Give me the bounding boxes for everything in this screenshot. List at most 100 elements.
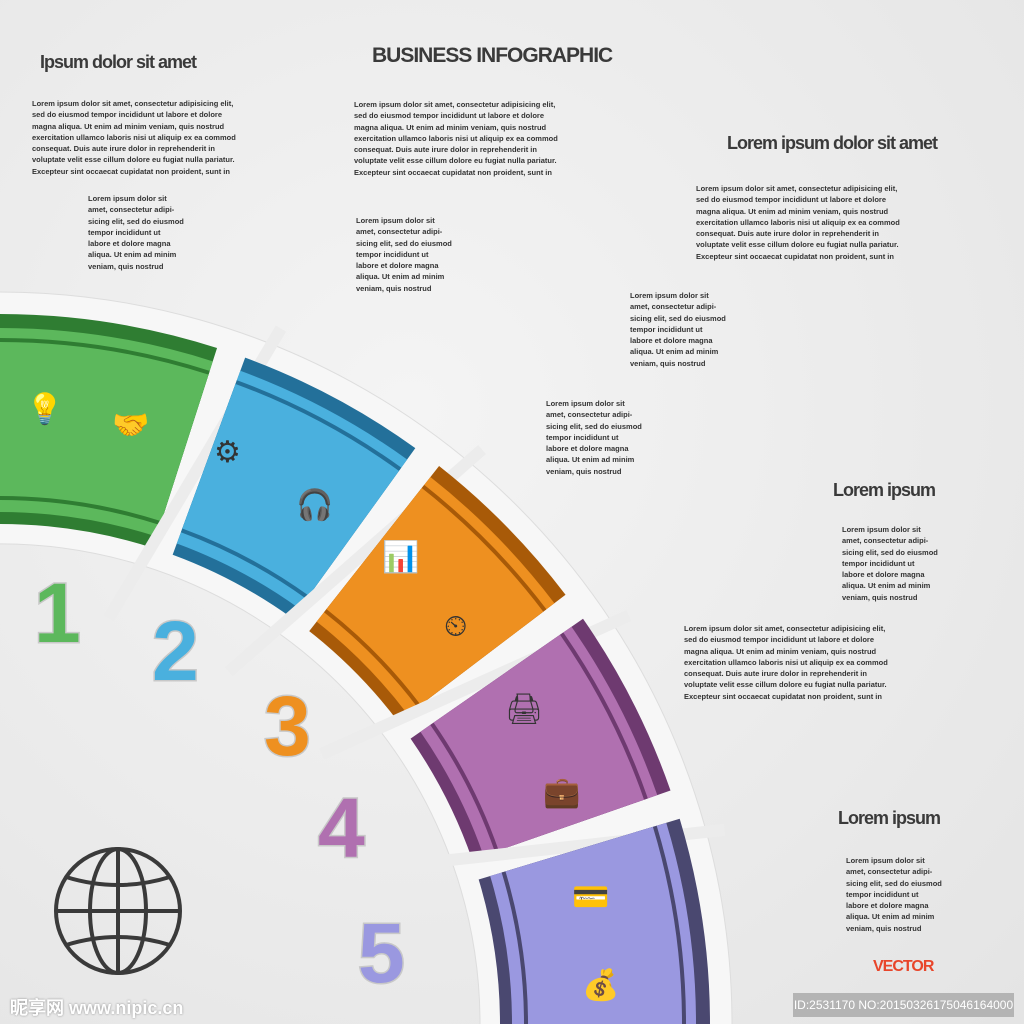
step-number-5: 5 xyxy=(357,905,407,1002)
text-line: veniam, quis nostrud xyxy=(356,283,432,293)
arc-segment-1 xyxy=(0,314,218,548)
text-line: sed do eiusmod tempor incididunt ut labo… xyxy=(32,110,223,120)
text-line: tempor incididunt ut xyxy=(356,249,429,259)
heading-top-left: Ipsum dolor sit amet xyxy=(40,52,197,72)
text-line: Lorem ipsum dolor sit amet, consectetur … xyxy=(684,624,886,633)
text-line: exercitation ullamco laboris nisi ut ali… xyxy=(684,657,888,667)
briefcase-icon: 💼 xyxy=(543,776,581,809)
text-line: sed do eiusmod tempor incididunt ut labo… xyxy=(696,195,887,205)
text-line: Lorem ipsum dolor sit xyxy=(88,194,167,203)
text-line: amet, consectetur adipi- xyxy=(630,302,717,312)
text-line: labore et dolore magna xyxy=(88,239,171,249)
text-block: Lorem ipsum dolor sit amet, consectetur a… xyxy=(630,290,726,369)
text-line: Excepteur sint occaecat cupidatat non pr… xyxy=(696,251,894,261)
text-line: tempor incididunt ut xyxy=(546,432,619,442)
text-line: amet, consectetur adipi- xyxy=(842,536,929,546)
step-number-1: 1 xyxy=(33,565,83,662)
text-line: aliqua. Ut enim ad minim xyxy=(630,347,719,357)
text-line: Excepteur sint occaecat cupidatat non pr… xyxy=(32,166,230,176)
text-line: exercitation ullamco laboris nisi ut ali… xyxy=(696,217,900,227)
heading-mid-right: Lorem ipsum xyxy=(833,480,936,500)
text-line: veniam, quis nostrud xyxy=(546,466,622,476)
vector-label: VECTOR xyxy=(873,958,934,975)
text-line: veniam, quis nostrud xyxy=(842,592,918,602)
text-line: exercitation ullamco laboris nisi ut ali… xyxy=(32,132,236,142)
text-line: aliqua. Ut enim ad minim xyxy=(356,272,445,282)
text-line: sicing elit, sed do eiusmod xyxy=(846,878,942,888)
text-block: Lorem ipsum dolor sit amet, consectetur … xyxy=(684,623,888,702)
text-line: consequat. Duis aute irure dolor in repr… xyxy=(32,144,215,154)
text-line: amet, consectetur adipi- xyxy=(356,227,443,237)
text-block: Lorem ipsum dolor sit amet, consectetur a… xyxy=(842,524,938,603)
text-line: Lorem ipsum dolor sit amet, consectetur … xyxy=(354,100,556,109)
text-line: labore et dolore magna xyxy=(842,570,925,580)
arc-segment-2 xyxy=(172,357,416,619)
text-line: amet, consectetur adipi- xyxy=(88,205,175,215)
text-line: voluptate velit esse cillum dolore eu fu… xyxy=(696,240,899,250)
heading-bottom-right: Lorem ipsum xyxy=(838,808,941,828)
text-line: magna aliqua. Ut enim ad minim veniam, q… xyxy=(354,122,547,132)
text-line: veniam, quis nostrud xyxy=(88,261,164,271)
step-number-2: 2 xyxy=(151,603,201,700)
headset-icon: 🎧 xyxy=(296,489,334,522)
text-line: sicing elit, sed do eiusmod xyxy=(88,216,184,226)
text-line: tempor incididunt ut xyxy=(846,889,919,899)
text-block: Lorem ipsum dolor sit amet, consectetur … xyxy=(32,98,236,177)
step-number-3: 3 xyxy=(263,678,313,775)
text-line: magna aliqua. Ut enim ad minim veniam, q… xyxy=(32,121,225,131)
text-line: consequat. Duis aute irure dolor in repr… xyxy=(684,669,867,679)
step-number-4: 4 xyxy=(317,780,367,877)
clock-icon: ⏲ xyxy=(444,610,468,643)
handshake-icon: 🤝 xyxy=(112,409,150,442)
text-block: Lorem ipsum dolor sit amet, consectetur a… xyxy=(356,215,452,294)
text-line: Lorem ipsum dolor sit xyxy=(842,525,921,534)
text-line: veniam, quis nostrud xyxy=(846,923,922,933)
bar-chart-icon: 📊 xyxy=(382,541,420,574)
text-line: tempor incididunt ut xyxy=(88,227,161,237)
text-line: magna aliqua. Ut enim ad minim veniam, q… xyxy=(684,646,877,656)
lightbulb-icon: 💡 xyxy=(26,393,64,426)
text-line: sicing elit, sed do eiusmod xyxy=(356,238,452,248)
text-line: aliqua. Ut enim ad minim xyxy=(846,912,935,922)
text-line: sicing elit, sed do eiusmod xyxy=(630,313,726,323)
text-line: amet, consectetur adipi- xyxy=(546,410,633,420)
text-line: veniam, quis nostrud xyxy=(630,358,706,368)
text-line: amet, consectetur adipi- xyxy=(846,867,933,877)
text-block: Lorem ipsum dolor sit amet, consectetur … xyxy=(696,183,900,262)
text-line: Lorem ipsum dolor sit xyxy=(630,291,709,300)
arc-segment-3 xyxy=(309,466,566,722)
text-line: exercitation ullamco laboris nisi ut ali… xyxy=(354,133,558,143)
text-line: aliqua. Ut enim ad minim xyxy=(546,455,635,465)
globe-icon xyxy=(54,847,182,975)
text-line: sicing elit, sed do eiusmod xyxy=(546,421,642,431)
gears-icon: ⚙ xyxy=(214,436,241,469)
money-bag-icon: 💰 xyxy=(582,969,620,1002)
text-line: consequat. Duis aute irure dolor in repr… xyxy=(354,145,537,155)
text-line: Lorem ipsum dolor sit amet, consectetur … xyxy=(32,99,234,108)
printer-icon: 🖨 xyxy=(505,693,544,726)
text-line: aliqua. Ut enim ad minim xyxy=(88,250,177,260)
watermark: 昵享网 www.nipic.cn xyxy=(10,998,184,1018)
heading-right: Lorem ipsum dolor sit amet xyxy=(727,133,938,153)
text-line: aliqua. Ut enim ad minim xyxy=(842,581,931,591)
arc-segment-4 xyxy=(410,618,671,860)
text-line: voluptate velit esse cillum dolore eu fu… xyxy=(684,680,887,690)
text-line: labore et dolore magna xyxy=(356,261,439,271)
credit-card-icon: 💳 xyxy=(572,881,610,914)
text-block: Lorem ipsum dolor sit amet, consectetur a… xyxy=(546,398,642,477)
text-line: tempor incididunt ut xyxy=(630,324,703,334)
text-line: Lorem ipsum dolor sit xyxy=(546,399,625,408)
text-line: tempor incididunt ut xyxy=(842,558,915,568)
text-line: sed do eiusmod tempor incididunt ut labo… xyxy=(684,635,875,645)
text-line: Lorem ipsum dolor sit xyxy=(356,216,435,225)
text-block: Lorem ipsum dolor sit amet, consectetur a… xyxy=(88,193,184,272)
text-block: Lorem ipsum dolor sit amet, consectetur … xyxy=(354,99,558,178)
page-title: BUSINESS INFOGRAPHIC xyxy=(372,44,613,67)
text-line: labore et dolore magna xyxy=(630,336,713,346)
text-line: Lorem ipsum dolor sit amet, consectetur … xyxy=(696,184,898,193)
text-line: Excepteur sint occaecat cupidatat non pr… xyxy=(684,691,882,701)
text-line: labore et dolore magna xyxy=(546,444,629,454)
text-line: consequat. Duis aute irure dolor in repr… xyxy=(696,229,879,239)
text-line: labore et dolore magna xyxy=(846,901,929,911)
arc-segment-5 xyxy=(478,818,710,1024)
